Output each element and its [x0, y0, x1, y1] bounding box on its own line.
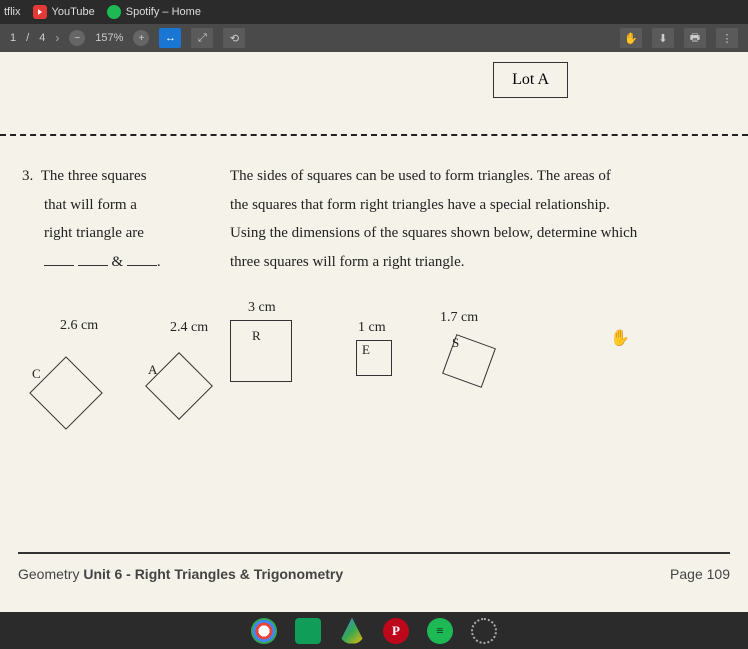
tab-label: Spotify – Home [126, 6, 201, 18]
lot-label: Lot A [512, 71, 549, 88]
files-icon[interactable] [295, 618, 321, 644]
answer-blank-1[interactable] [44, 265, 74, 266]
square-c-dimension: 2.6 cm [60, 318, 98, 334]
question-3: 3. The three squares that will form a ri… [22, 162, 724, 276]
question-number: 3. [22, 168, 33, 184]
square-e-dimension: 1 cm [358, 320, 386, 336]
spotify-icon [107, 5, 121, 19]
answer-blank-3[interactable] [127, 265, 157, 266]
tab-netflix[interactable]: tflix [4, 6, 21, 18]
next-page-icon[interactable]: › [55, 31, 59, 45]
document-page: Lot A 3. The three squares that will for… [0, 52, 748, 612]
chrome-icon[interactable] [251, 618, 277, 644]
tab-label: YouTube [52, 6, 95, 18]
q-right-line2: the squares that form right triangles ha… [230, 191, 724, 220]
lot-box: Lot A [493, 62, 568, 98]
q-right-line3: Using the dimensions of the squares show… [230, 219, 724, 248]
hand-tool-button[interactable]: ✋ [620, 28, 642, 48]
square-a-letter: A [148, 362, 157, 378]
download-button[interactable]: ⬇ [652, 28, 674, 48]
square-e-letter: E [362, 342, 370, 358]
q-left-line3: right triangle are [22, 219, 202, 248]
question-right-column: The sides of squares can be used to form… [230, 162, 724, 276]
footer-divider [18, 552, 730, 554]
footer-unit-title: Unit 6 - Right Triangles & Trigonometry [83, 566, 343, 582]
zoom-level: 157% [95, 32, 123, 44]
youtube-icon [33, 5, 47, 19]
square-a-dimension: 2.4 cm [170, 320, 208, 336]
answer-blank-2[interactable] [78, 265, 108, 266]
loading-icon[interactable] [471, 618, 497, 644]
footer-page-number: Page 109 [670, 566, 730, 582]
footer-prefix: Geometry [18, 566, 83, 582]
squares-diagram: 2.6 cm C 2.4 cm A 3 cm R 1 cm E 1.7 cm S… [20, 312, 728, 462]
hand-cursor-icon: ✋ [610, 328, 630, 348]
page-sep: / [26, 32, 29, 44]
page-footer: Geometry Unit 6 - Right Triangles & Trig… [18, 566, 730, 582]
square-r [230, 320, 292, 382]
footer-left: Geometry Unit 6 - Right Triangles & Trig… [18, 566, 343, 582]
square-r-letter: R [252, 328, 261, 344]
print-button[interactable]: 🖶 [684, 28, 706, 48]
fit-page-button[interactable]: ⤢ [191, 28, 213, 48]
fit-width-button[interactable]: ↔ [159, 28, 181, 48]
period: . [157, 254, 161, 270]
section-divider [0, 134, 748, 136]
browser-tab-strip: tflix YouTube Spotify – Home [0, 0, 748, 24]
q-right-line1: The sides of squares can be used to form… [230, 162, 724, 191]
drive-icon[interactable] [339, 618, 365, 644]
tab-label: tflix [4, 6, 21, 18]
square-s [442, 334, 496, 388]
q-left-line2: that will form a [22, 191, 202, 220]
square-r-dimension: 3 cm [248, 300, 276, 316]
pdf-toolbar: 1 / 4 › − 157% + ↔ ⤢ ⟲ ✋ ⬇ 🖶 ⋮ [0, 24, 748, 52]
q-right-line4: three squares will form a right triangle… [230, 248, 724, 277]
spotify-taskbar-icon[interactable]: ≡ [427, 618, 453, 644]
square-s-dimension: 1.7 cm [440, 310, 478, 326]
zoom-out-button[interactable]: − [69, 30, 85, 46]
page-total: 4 [39, 32, 45, 44]
more-button[interactable]: ⋮ [716, 28, 738, 48]
square-c-letter: C [32, 366, 41, 382]
page-current: 1 [10, 32, 16, 44]
question-left-column: 3. The three squares that will form a ri… [22, 162, 202, 276]
q-left-line1: The three squares [41, 168, 147, 184]
tab-spotify[interactable]: Spotify – Home [107, 5, 201, 19]
ampersand: & [112, 254, 124, 270]
zoom-in-button[interactable]: + [133, 30, 149, 46]
tab-youtube[interactable]: YouTube [33, 5, 95, 19]
square-s-letter: S [452, 335, 459, 351]
pinterest-icon[interactable]: P [383, 618, 409, 644]
os-taskbar: P ≡ [0, 612, 748, 649]
rotate-button[interactable]: ⟲ [223, 28, 245, 48]
